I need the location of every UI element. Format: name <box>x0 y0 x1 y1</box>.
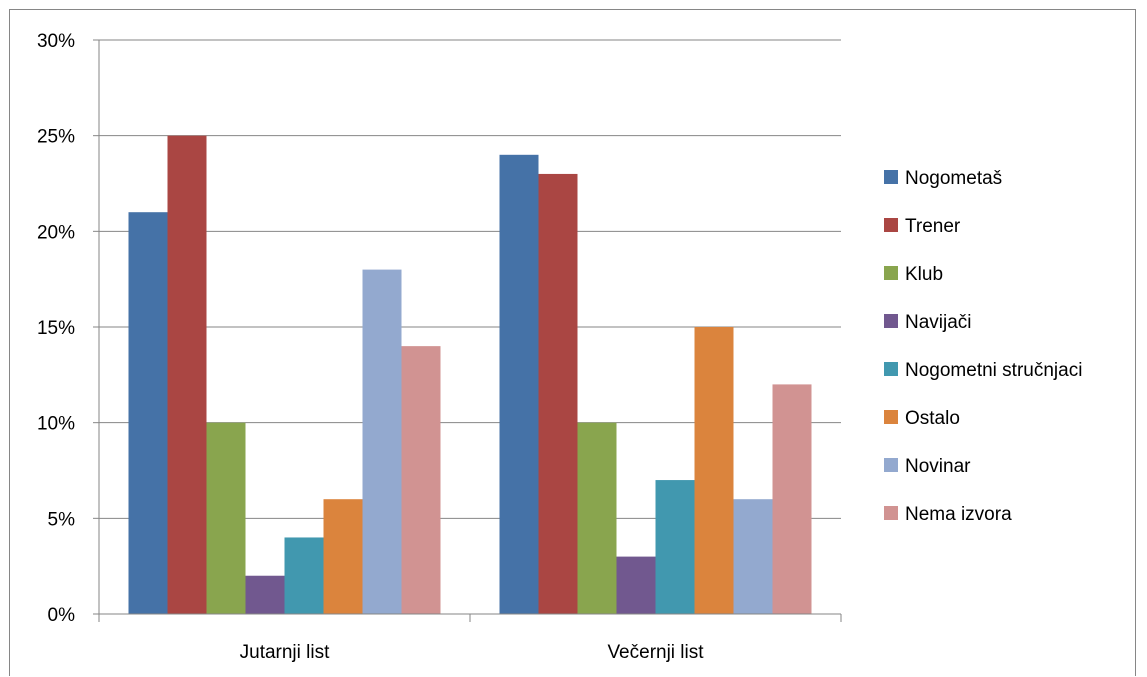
legend-label: Ostalo <box>905 408 960 429</box>
y-tick-label: 0% <box>48 605 76 626</box>
legend-swatch <box>884 410 898 424</box>
bar <box>694 327 734 614</box>
legend-swatch <box>884 218 898 232</box>
legend-label: Nogometni stručnjaci <box>905 360 1082 381</box>
y-tick-label: 10% <box>37 414 75 435</box>
bar <box>206 422 246 614</box>
y-tick-label: 15% <box>37 318 75 339</box>
bar <box>167 135 207 614</box>
legend-label: Novinar <box>905 456 971 477</box>
x-tick-label: Jutarnji list <box>240 642 330 663</box>
bar <box>616 556 656 614</box>
y-tick-label: 20% <box>37 222 75 243</box>
y-tick-label: 25% <box>37 127 75 148</box>
bar <box>284 537 324 614</box>
bar <box>577 422 617 614</box>
bar <box>323 499 363 614</box>
legend-swatch <box>884 506 898 520</box>
bar <box>499 154 539 615</box>
bar <box>772 384 812 614</box>
bar <box>128 212 168 614</box>
bar <box>401 346 441 614</box>
legend: Nogometaš Trener Klub Navijači Nogometni str… <box>884 168 1082 525</box>
legend-label: Nogometaš <box>905 168 1002 189</box>
bars <box>128 135 812 615</box>
y-tick-label: 30% <box>37 31 75 52</box>
legend-label: Navijači <box>905 312 972 333</box>
legend-swatch <box>884 314 898 328</box>
legend-swatch <box>884 458 898 472</box>
bar <box>362 269 402 614</box>
bar <box>733 499 773 614</box>
x-tick-label: Večernji list <box>607 642 704 663</box>
bar <box>538 173 578 614</box>
y-tick-label: 5% <box>48 509 76 530</box>
axes: 0% 5% 10% 15% 20% 25% 30% Jutarnji list Večernji… <box>37 31 842 663</box>
legend-swatch <box>884 266 898 280</box>
legend-label: Klub <box>905 264 943 285</box>
legend-swatch <box>884 170 898 184</box>
legend-label: Nema izvora <box>905 504 1012 525</box>
bar <box>655 480 695 614</box>
legend-label: Trener <box>905 216 961 237</box>
bar <box>245 575 285 614</box>
legend-swatch <box>884 362 898 376</box>
